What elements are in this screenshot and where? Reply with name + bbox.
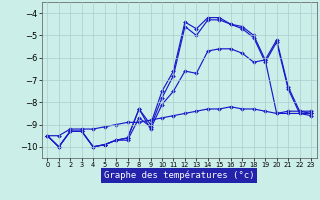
X-axis label: Graphe des températures (°c): Graphe des températures (°c) [104,171,254,180]
